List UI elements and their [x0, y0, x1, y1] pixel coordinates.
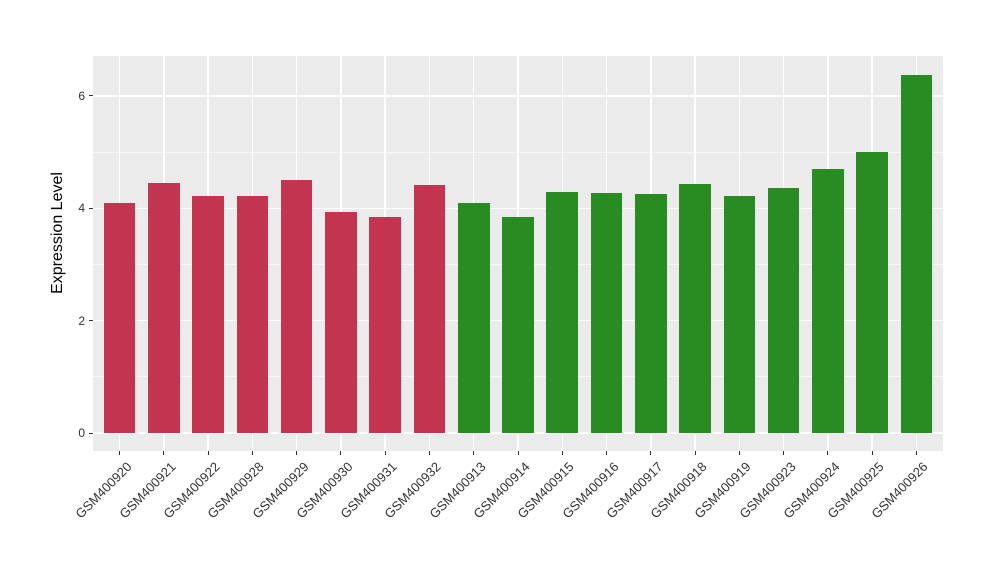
x-axis-tick [207, 451, 209, 455]
y-axis-tick [88, 432, 93, 434]
x-axis-tick [606, 451, 608, 455]
x-axis-tick [650, 451, 652, 455]
bar-GSM400921 [147, 182, 180, 433]
y-axis-tick [88, 207, 93, 209]
bar-GSM400925 [856, 151, 888, 434]
bar-GSM400932 [413, 185, 446, 433]
bar-GSM400922 [192, 196, 224, 434]
bar-GSM400914 [502, 217, 534, 433]
bar-GSM400923 [767, 188, 800, 433]
x-axis-tick [561, 451, 563, 455]
bar-GSM400916 [590, 193, 623, 433]
bar-GSM400928 [236, 195, 269, 434]
y-tick-label: 4 [78, 201, 85, 216]
x-axis-tick [119, 451, 121, 455]
x-axis-tick [915, 451, 917, 455]
y-axis-tick [88, 320, 93, 322]
bar-GSM400924 [812, 169, 844, 433]
x-axis-tick [251, 451, 253, 455]
bar-GSM400919 [723, 196, 756, 434]
bar-GSM400918 [679, 184, 711, 433]
bar-GSM400931 [369, 216, 402, 433]
x-axis-tick [163, 451, 165, 455]
x-axis-tick [783, 451, 785, 455]
x-axis-tick [827, 451, 829, 455]
bar-GSM400917 [634, 194, 667, 434]
x-axis-tick [296, 451, 298, 455]
x-axis-tick [473, 451, 475, 455]
x-axis-tick [738, 451, 740, 455]
y-axis-title: Expression Level [49, 171, 66, 294]
x-axis-tick [694, 451, 696, 455]
x-axis-tick [517, 451, 519, 455]
bar-GSM400913 [457, 202, 490, 433]
y-tick-label: 0 [78, 426, 85, 441]
bar-GSM400930 [325, 212, 357, 433]
x-axis-tick [871, 451, 873, 455]
y-tick-label: 2 [78, 313, 85, 328]
y-tick-label: 6 [78, 88, 85, 103]
y-axis-tick [88, 95, 93, 97]
bar-GSM400926 [900, 75, 933, 433]
bar-GSM400929 [280, 180, 313, 434]
x-axis-tick [340, 451, 342, 455]
x-axis-tick [384, 451, 386, 455]
bar-GSM400920 [103, 202, 136, 433]
x-axis-tick [428, 451, 430, 455]
bar-GSM400915 [546, 191, 579, 433]
